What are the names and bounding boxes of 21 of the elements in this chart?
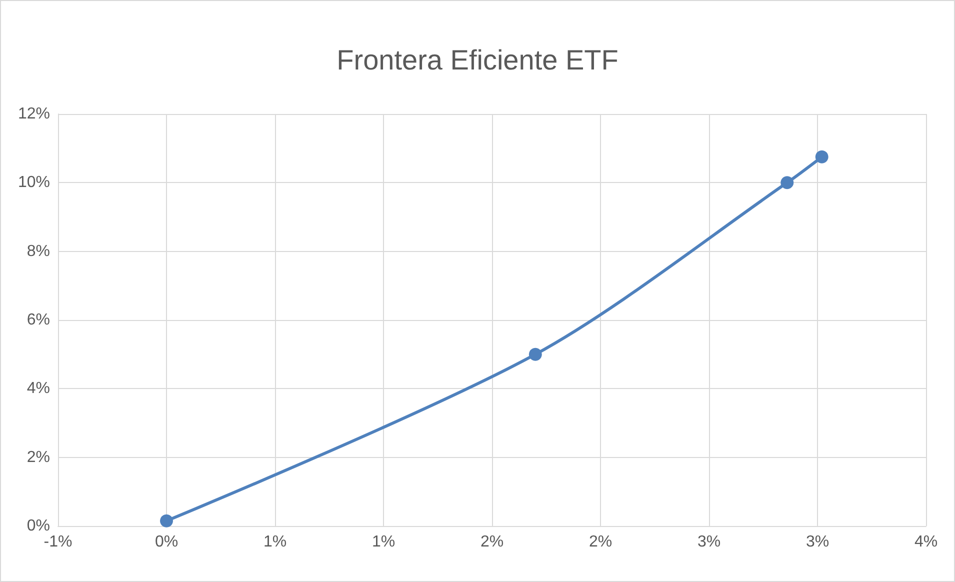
- y-tick-label: 4%: [26, 380, 50, 398]
- x-tick-label: -1%: [44, 534, 72, 550]
- y-tick-label: 2%: [26, 448, 50, 466]
- x-tick-label: 1%: [372, 534, 396, 550]
- x-tick-label: 4%: [914, 534, 938, 550]
- chart-title: Frontera Eficiente ETF: [336, 44, 618, 76]
- point: [160, 514, 173, 528]
- y-tick-label: 0%: [26, 518, 50, 534]
- x-tick-label: 3%: [806, 534, 830, 550]
- point: [815, 150, 828, 164]
- x-tick-label: 2%: [588, 534, 612, 550]
- y-tick-label: 12%: [18, 106, 50, 122]
- x-tick-label: 3%: [697, 534, 721, 550]
- y-tick-label: 8%: [26, 242, 50, 260]
- x-tick-label: 1%: [263, 534, 287, 550]
- x-tick-label: 0%: [154, 534, 178, 550]
- point: [528, 348, 542, 361]
- y-tick-label: 10%: [18, 174, 50, 192]
- y-tick-label: 6%: [26, 312, 50, 328]
- point: [780, 176, 794, 190]
- x-tick-label: 2%: [480, 534, 504, 550]
